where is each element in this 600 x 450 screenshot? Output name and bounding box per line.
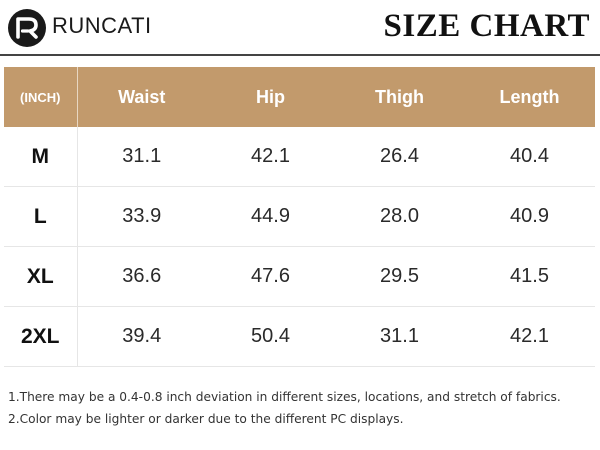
thigh-cell: 28.0 xyxy=(335,186,464,247)
length-cell: 41.5 xyxy=(464,246,595,307)
length-cell: 40.4 xyxy=(464,127,595,187)
page-title: SIZE CHART xyxy=(383,8,590,44)
table-row: M 31.1 42.1 26.4 40.4 xyxy=(4,127,595,187)
length-cell: 42.1 xyxy=(464,306,595,367)
unit-header: (INCH) xyxy=(4,67,78,127)
thigh-cell: 29.5 xyxy=(335,246,464,307)
hip-cell: 44.9 xyxy=(206,186,335,247)
column-header-waist: Waist xyxy=(77,67,206,127)
waist-cell: 31.1 xyxy=(77,127,206,187)
size-table: (INCH) Waist Hip Thigh Length M 31.1 42.… xyxy=(4,67,595,367)
waist-cell: 33.9 xyxy=(77,186,206,247)
footnote: 1.There may be a 0.4-0.8 inch deviation … xyxy=(8,390,561,404)
table-row: 2XL 39.4 50.4 31.1 42.1 xyxy=(4,306,595,367)
header: RUNCATI SIZE CHART xyxy=(0,0,600,56)
waist-cell: 36.6 xyxy=(77,246,206,307)
length-cell: 40.9 xyxy=(464,186,595,247)
column-header-hip: Hip xyxy=(206,67,335,127)
size-label: M xyxy=(4,127,78,187)
hip-cell: 50.4 xyxy=(206,306,335,367)
thigh-cell: 31.1 xyxy=(335,306,464,367)
size-label: 2XL xyxy=(4,306,78,367)
table-row: L 33.9 44.9 28.0 40.9 xyxy=(4,186,595,247)
brand-name: RUNCATI xyxy=(52,13,152,38)
runcati-r-logo-icon xyxy=(8,9,46,47)
size-label: L xyxy=(4,186,78,247)
footnotes: 1.There may be a 0.4-0.8 inch deviation … xyxy=(8,386,596,430)
column-header-length: Length xyxy=(464,67,595,127)
waist-cell: 39.4 xyxy=(77,306,206,367)
table-header-row: (INCH) Waist Hip Thigh Length xyxy=(4,67,595,127)
hip-cell: 42.1 xyxy=(206,127,335,187)
column-header-thigh: Thigh xyxy=(335,67,464,127)
header-divider xyxy=(0,54,600,56)
thigh-cell: 26.4 xyxy=(335,127,464,187)
size-label: XL xyxy=(4,246,78,307)
hip-cell: 47.6 xyxy=(206,246,335,307)
table-row: XL 36.6 47.6 29.5 41.5 xyxy=(4,246,595,307)
footnote: 2.Color may be lighter or darker due to … xyxy=(8,412,404,426)
